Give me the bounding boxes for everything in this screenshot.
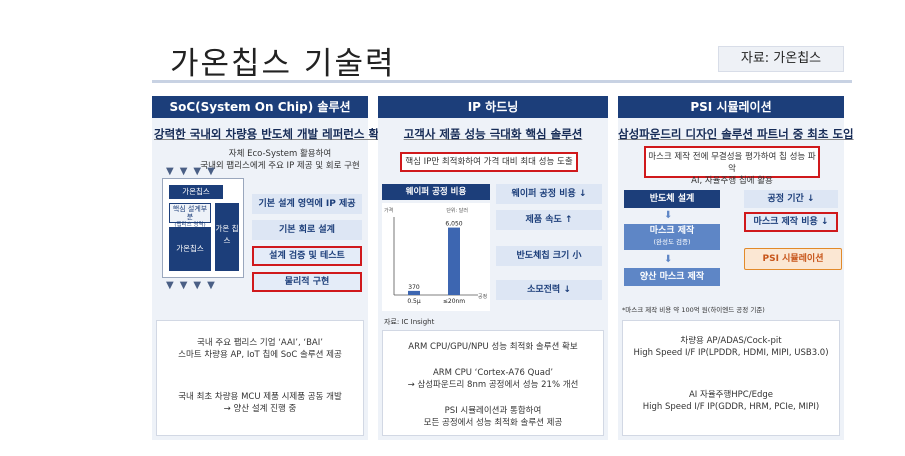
psi-highlight-box: 마스크 제작 전에 무결성을 평가하여 칩 성능 파악 AI, 자율주행 칩에 … bbox=[644, 146, 820, 186]
ip-hardening-panel: IP 하드닝 고객사 제품 성능 극대화 핵심 솔루션 핵심 IP만 최적화하여… bbox=[378, 96, 608, 440]
source-label: 자료: 가온칩스 bbox=[718, 46, 844, 72]
chip-block-right: 가온 칩스 bbox=[215, 203, 239, 271]
psi-highlight-line: 마스크 제작 전에 무결성을 평가하여 칩 성능 파악 bbox=[648, 152, 816, 174]
chart-unit-label: 단위: 달러 bbox=[446, 207, 468, 214]
ip-pill-chip-size: 반도체칩 크기 小 bbox=[496, 246, 602, 266]
chart-bar bbox=[448, 227, 460, 295]
flow-down-arrow-icon: ⬇ bbox=[664, 254, 673, 265]
psi-bottom-line: High Speed I/F IP(LPDDR, HDMI, MIPI, USB… bbox=[633, 348, 829, 358]
psi-highlight-line: AI, 자율주행 칩에 활용 bbox=[691, 176, 773, 186]
psi-bottom-item: 차량용 AP/ADAS/Cock-pit High Speed I/F IP(L… bbox=[623, 335, 839, 359]
ip-bottom-line: ARM CPU/GPU/NPU 성능 최적화 솔루션 확보 bbox=[408, 342, 578, 352]
soc-solution-panel: SoC(System On Chip) 솔루션 강력한 국내외 차량용 반도체 … bbox=[152, 96, 390, 440]
ip-bottom-line: ARM CPU ‘Cortex-A76 Quad’ bbox=[432, 368, 554, 378]
soc-pill-circuit: 기본 회로 설계 bbox=[252, 220, 362, 240]
soc-bottom-line: 국내 최초 차량용 MCU 제품 시제품 공동 개발 bbox=[178, 392, 342, 402]
ip-pill-wafer-cost: 웨이퍼 공정 비용 ↓ bbox=[496, 184, 602, 204]
ip-bottom-line: → 삼성파운드리 8nm 공정에서 성능 21% 개선 bbox=[407, 380, 579, 390]
wafer-cost-chart-title: 웨이퍼 공정 비용 bbox=[382, 184, 490, 200]
psi-bottom-item: AI 자율주행HPC/Edge High Speed I/F IP(GDDR, … bbox=[623, 389, 839, 413]
soc-bottom-line: → 양산 설계 진행 중 bbox=[223, 404, 297, 414]
psi-bottom-line: 차량용 AP/ADAS/Cock-pit bbox=[680, 336, 782, 346]
soc-panel-subtitle: 강력한 국내외 차량용 반도체 개발 레퍼런스 확보 bbox=[154, 127, 390, 141]
chart-tick-label: ≤20nm bbox=[443, 298, 465, 305]
chip-block-left: 가온칩스 bbox=[169, 227, 211, 271]
chart-tick-label: 0.5μ bbox=[407, 298, 421, 305]
chart-y-label: 가격 bbox=[384, 207, 393, 214]
psi-panel-subtitle: 삼성파운드리 디자인 솔루션 파트너 중 최초 도입 bbox=[618, 127, 854, 141]
psi-footnote: *마스크 제작 비용 약 100억 원(하이엔드 공정 기준) bbox=[622, 306, 765, 314]
chip-core-label: 핵심 설계부분 bbox=[172, 205, 208, 221]
page-title: 가온칩스 기술력 bbox=[170, 46, 396, 82]
psi-pill-period: 공정 기간 ↓ bbox=[744, 190, 838, 208]
ip-bottom-item: PSI 시뮬레이션과 통합하여 모든 공정에서 성능 최적화 솔루션 제공 bbox=[383, 405, 603, 429]
title-divider bbox=[152, 80, 852, 83]
chip-block-core: 핵심 설계부분 (팹리스 영역) bbox=[169, 203, 211, 228]
ip-bottom-item: ARM CPU ‘Cortex-A76 Quad’ → 삼성파운드리 8nm 공… bbox=[383, 367, 603, 391]
chart-data-label: 370 bbox=[408, 284, 420, 291]
psi-bottom-line: High Speed I/F IP(GDDR, HRM, PCIe, MIPI) bbox=[642, 402, 820, 412]
chip-pins-top-icon: ▼▼▼▼ bbox=[166, 166, 221, 177]
chart-source: 자료: IC Insight bbox=[384, 318, 435, 326]
psi-bottom-line: AI 자율주행HPC/Edge bbox=[688, 390, 773, 400]
psi-simulation-panel: PSI 시뮬레이션 삼성파운드리 디자인 솔루션 파트너 중 최초 도입 마스크… bbox=[618, 96, 854, 440]
chip-pins-bottom-icon: ▼▼▼▼ bbox=[166, 280, 221, 291]
chart-x-label: 공정 bbox=[478, 293, 487, 300]
ip-panel-header: IP 하드닝 bbox=[378, 96, 608, 118]
soc-pill-verification: 설계 검증 및 테스트 bbox=[252, 246, 362, 266]
psi-panel-header: PSI 시뮬레이션 bbox=[618, 96, 844, 118]
soc-bottom-item: 국내 주요 팹리스 기업 ‘AAI’, ‘BAI’ 스마트 차량용 AP, Io… bbox=[157, 337, 363, 361]
soc-pill-physical: 물리적 구현 bbox=[252, 272, 362, 292]
ip-bottom-line: 모든 공정에서 성능 최적화 솔루션 제공 bbox=[423, 418, 563, 428]
soc-bottom-line: 스마트 차량용 AP, IoT 칩에 SoC 솔루션 제공 bbox=[178, 350, 342, 360]
slide: 가온칩스 기술력 자료: 가온칩스 SoC(System On Chip) 솔루… bbox=[152, 30, 854, 442]
ip-highlight-box: 핵심 IP만 최적화하여 가격 대비 최대 성능 도출 bbox=[400, 152, 578, 172]
flow-step-mask: 마스크 제작 (완성도 검증) bbox=[624, 224, 720, 250]
ip-bottom-box: ARM CPU/GPU/NPU 성능 최적화 솔루션 확보 ARM CPU ‘C… bbox=[382, 330, 604, 436]
ip-panel-subtitle: 고객사 제품 성능 극대화 핵심 솔루션 bbox=[403, 127, 583, 141]
soc-bottom-item: 국내 최초 차량용 MCU 제품 시제품 공동 개발 → 양산 설계 진행 중 bbox=[157, 391, 363, 415]
chip-block-top: 가온칩스 bbox=[169, 185, 223, 199]
soc-pill-ip: 기본 설계 영역에 IP 제공 bbox=[252, 194, 362, 214]
chart-data-label: 6,050 bbox=[445, 221, 462, 228]
ip-bottom-item: ARM CPU/GPU/NPU 성능 최적화 솔루션 확보 bbox=[383, 341, 603, 353]
flow-step-mask-label: 마스크 제작 bbox=[649, 226, 695, 236]
soc-intro-line: 국내외 팹리스에게 주요 IP 제공 및 회로 구현 bbox=[200, 161, 360, 171]
ip-pill-speed: 제품 속도 ↑ bbox=[496, 210, 602, 230]
chip-core-sublabel: (팹리스 영역) bbox=[174, 222, 206, 228]
soc-panel-header: SoC(System On Chip) 솔루션 bbox=[152, 96, 368, 118]
flow-step-design: 반도체 설계 bbox=[624, 190, 720, 208]
ip-bottom-line: PSI 시뮬레이션과 통합하여 bbox=[444, 406, 542, 416]
soc-intro-line: 자체 Eco-System 활용하여 bbox=[228, 149, 332, 159]
chart-bar bbox=[408, 290, 420, 295]
soc-intro: 자체 Eco-System 활용하여 국내외 팹리스에게 주요 IP 제공 및 … bbox=[152, 148, 368, 172]
flow-step-production: 양산 마스크 제작 bbox=[624, 268, 720, 286]
flow-down-arrow-icon: ⬇ bbox=[664, 210, 673, 221]
psi-bottom-box: 차량용 AP/ADAS/Cock-pit High Speed I/F IP(L… bbox=[622, 320, 840, 436]
chart-background bbox=[382, 203, 490, 311]
chip-diagram: 가온칩스 핵심 설계부분 (팹리스 영역) 가온칩스 가온 칩스 bbox=[162, 178, 244, 278]
flow-step-mask-sublabel: (완성도 검증) bbox=[653, 238, 691, 246]
soc-bottom-box: 국내 주요 팹리스 기업 ‘AAI’, ‘BAI’ 스마트 차량용 AP, Io… bbox=[156, 320, 364, 436]
ip-pill-power: 소모전력 ↓ bbox=[496, 280, 602, 300]
soc-bottom-line: 국내 주요 팹리스 기업 ‘AAI’, ‘BAI’ bbox=[197, 338, 323, 348]
psi-simulation-badge: PSI 시뮬레이션 bbox=[744, 248, 842, 270]
psi-pill-mask-cost: 마스크 제작 비용 ↓ bbox=[744, 212, 838, 232]
